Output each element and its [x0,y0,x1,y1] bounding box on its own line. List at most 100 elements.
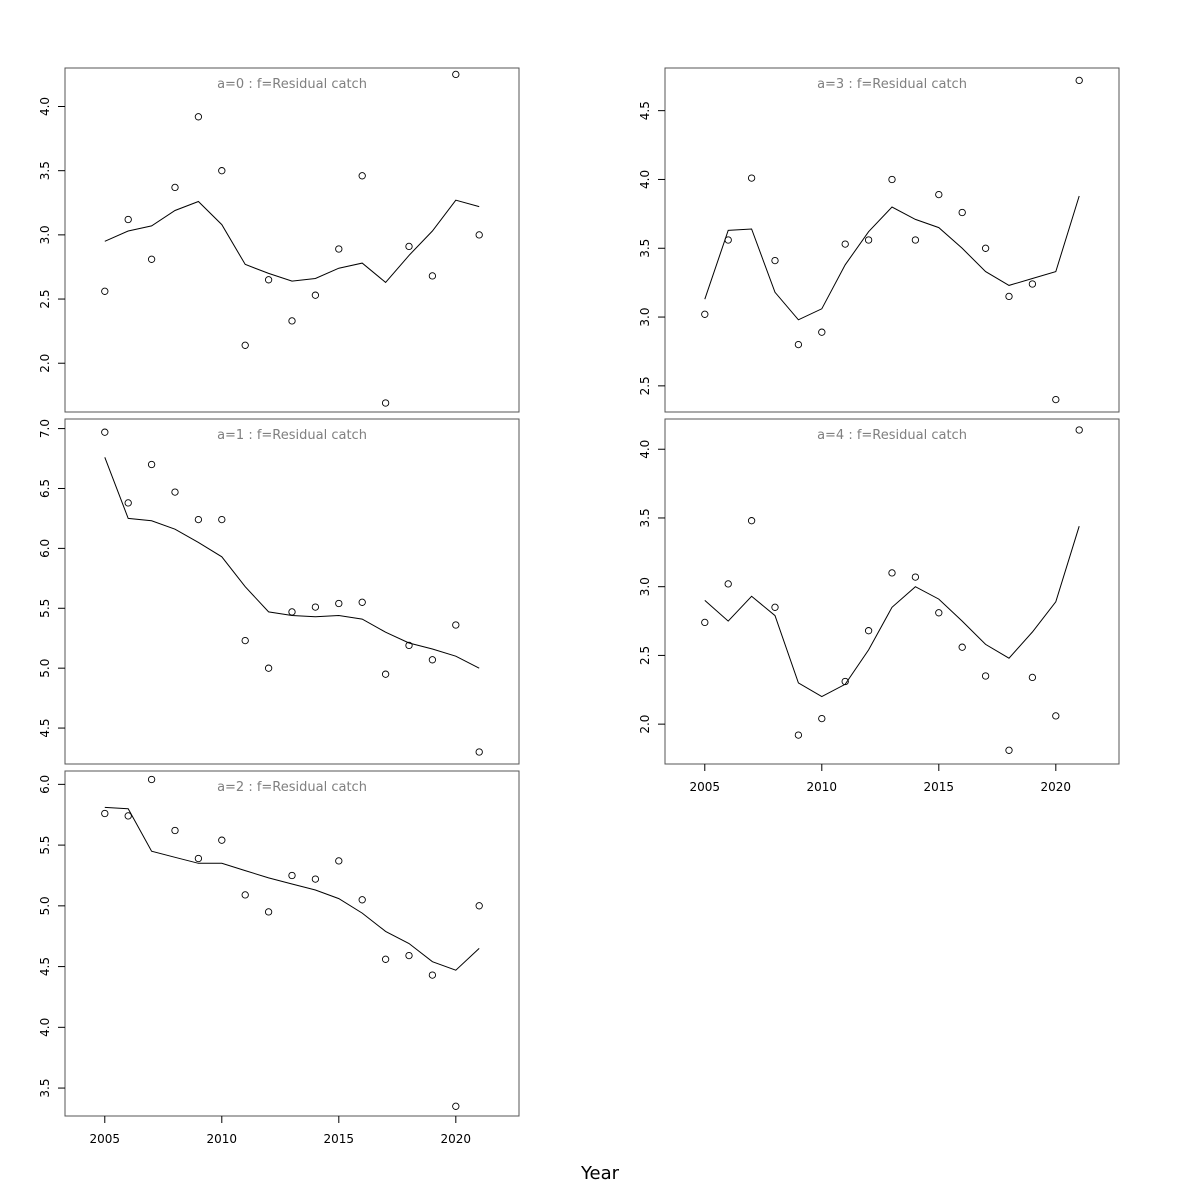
observed-point [794,731,803,739]
observed-point [171,183,179,192]
observed-point [841,240,849,248]
observed-point [147,775,156,784]
observed-point [171,826,179,835]
y-tick-label: 6.5 [38,479,52,498]
observed-point [864,236,873,244]
panel-title: a=0 : f=Residual catch [217,77,367,92]
plot-frame [64,770,520,1117]
panel-a2: a=2 : f=Residual catch 3.5 4.0 4.5 5.0 5.5 6.0… [38,770,520,1146]
observed-point [288,871,296,880]
observed-point [124,499,132,507]
observed-point [818,328,826,336]
observed-point [218,515,226,524]
observed-point [935,609,943,617]
panel-title: a=4 : f=Residual catch [817,428,967,443]
observed-point [358,896,366,904]
observed-point [818,714,826,723]
observed-point [911,236,920,244]
observed-point [381,955,390,963]
fitted-line [104,457,480,669]
y-tick-label: 3.5 [638,239,652,258]
observed-point [958,643,966,651]
y-tick-label: 4.0 [38,1018,52,1037]
y-tick-label: 3.0 [38,225,52,244]
observed-point [241,891,249,899]
observed-point [981,244,990,252]
observed-point [381,670,390,678]
observed-point [264,664,273,672]
y-tick-label: 3.5 [38,1079,52,1098]
observed-point [958,208,966,217]
fitted-line [704,526,1080,698]
observed-point [1005,292,1013,301]
observed-point [452,70,460,79]
observed-point [194,515,203,524]
observed-point [724,580,732,588]
y-tick-label: 4.5 [638,101,652,120]
observed-point [358,172,366,180]
x-tick-label: 2005 [690,780,721,794]
observed-point [171,488,179,496]
panel-a1: a=1 : f=Residual catch 4.5 5.0 5.5 6.0 6.5 7.0 [38,418,520,765]
x-tick-label: 2005 [90,1132,121,1146]
observed-point [475,231,483,239]
y-tick-label: 2.5 [638,376,652,395]
plot-frame [664,418,1120,765]
observed-point [428,971,437,979]
panels: a=0 : f=Residual catch 2.0 2.5 3.0 3.5 4.0 a=1… [38,67,1120,1146]
panel-a0: a=0 : f=Residual catch 2.0 2.5 3.0 3.5 4.0 [38,67,520,413]
observed-point [147,255,156,263]
observed-point [147,460,156,469]
observed-point [335,245,343,253]
x-tick-label: 2010 [807,780,838,794]
observed-point [311,875,320,883]
y-tick-label: 2.5 [38,289,52,308]
observed-point [311,603,320,611]
observed-point [452,1102,460,1110]
observed-point [475,748,483,756]
y-tick-label: 2.0 [38,354,52,373]
plot-frame [664,67,1120,413]
observed-point [358,598,366,606]
y-tick-label: 4.0 [638,170,652,189]
observed-point [747,174,756,182]
observed-point [264,908,273,916]
y-tick-label: 6.0 [38,775,52,794]
observed-point [311,291,320,299]
observed-point [218,167,226,175]
observed-point [701,618,709,627]
observed-point [864,627,873,635]
observed-point [888,569,896,577]
observed-point [771,256,779,265]
observed-point [194,854,203,863]
observed-point [1052,712,1060,720]
observed-point [194,113,203,121]
observed-point [405,242,413,251]
y-tick-label: 7.0 [38,419,52,438]
observed-point [794,340,803,349]
x-tick-label: 2020 [1041,780,1072,794]
y-tick-label: 4.0 [638,440,652,459]
observed-point [475,902,483,910]
y-tick-label: 2.0 [638,715,652,734]
observed-point [335,857,343,865]
observed-point [381,399,390,407]
y-tick-label: 4.0 [38,97,52,116]
observed-point [241,636,249,645]
observed-point [701,310,709,318]
observed-point [101,287,109,295]
observed-point [405,951,413,960]
observed-point [452,621,460,629]
x-tick-label: 2015 [324,1132,355,1146]
y-tick-label: 3.5 [38,161,52,180]
observed-point [771,603,779,611]
y-tick-label: 3.0 [638,577,652,596]
observed-point [1052,395,1060,404]
x-tick-label: 2020 [441,1132,472,1146]
observed-point [747,517,756,525]
panel-title: a=3 : f=Residual catch [817,77,967,92]
y-tick-label: 6.0 [38,539,52,558]
fitted-line [104,806,480,971]
y-tick-label: 5.5 [38,836,52,855]
